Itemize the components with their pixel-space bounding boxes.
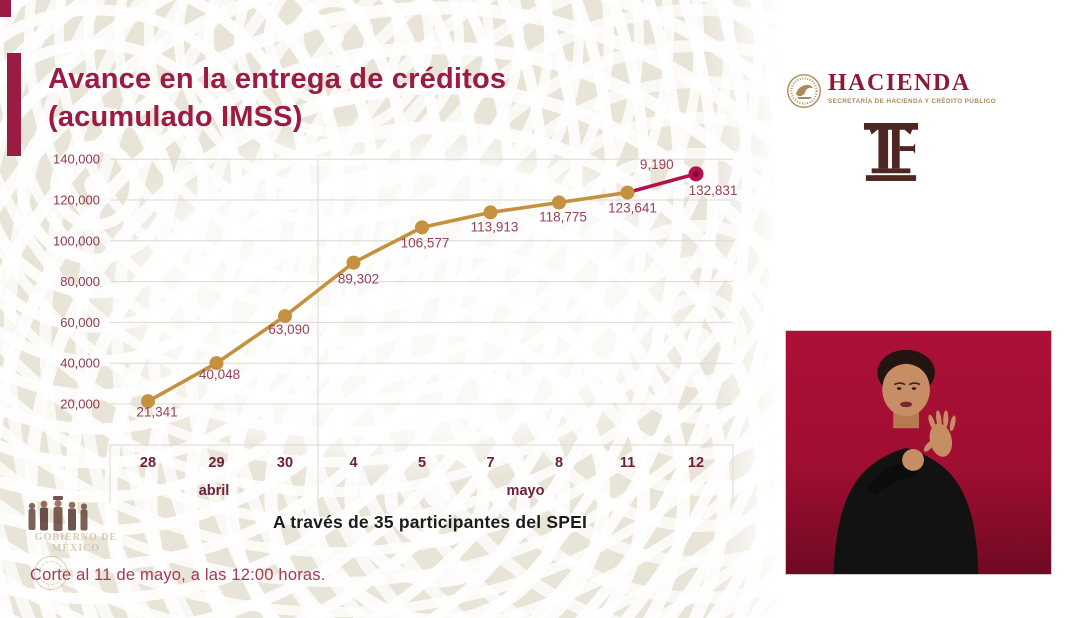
hacienda-logo: HACIENDA SECRETARÍA DE HACIENDA Y CRÉDIT…	[785, 70, 996, 112]
gobierno-de-mexico-watermark: GOBIERNO DE MÉXICO	[20, 490, 140, 595]
title-line-2: (acumulado IMSS)	[48, 101, 303, 133]
hacienda-subtitle: SECRETARÍA DE HACIENDA Y CRÉDITO PÚBLICO	[828, 98, 997, 105]
gobierno-seal-icon	[34, 556, 68, 590]
participants-note: A través de 35 participantes del SPEI	[272, 512, 588, 532]
cutoff-note: Corte al 11 de mayo, a las 12:00 horas.	[30, 566, 326, 584]
gobierno-watermark-line2: MÉXICO	[51, 543, 101, 554]
hacienda-eagle-seal-icon	[787, 74, 821, 108]
hacienda-wordmark: HACIENDA	[828, 70, 971, 96]
gobierno-watermark-line1: GOBIERNO DE	[34, 532, 118, 543]
sign-language-interpreter-video	[785, 330, 1052, 575]
interpreter-figure	[833, 349, 979, 574]
hacienda-text-block: HACIENDA SECRETARÍA DE HACIENDA Y CRÉDIT…	[828, 70, 996, 105]
page-title: Avance en la entrega de créditos (acumula…	[48, 60, 506, 136]
tesofe-monogram-icon	[863, 122, 919, 181]
heroes-figures-icon	[28, 496, 88, 531]
title-line-1: Avance en la entrega de créditos	[48, 63, 507, 95]
gobierno-watermark-text: GOBIERNO DE MÉXICO	[20, 532, 132, 554]
title-accent-bar	[7, 53, 21, 156]
top-left-corner-mark	[0, 0, 11, 17]
